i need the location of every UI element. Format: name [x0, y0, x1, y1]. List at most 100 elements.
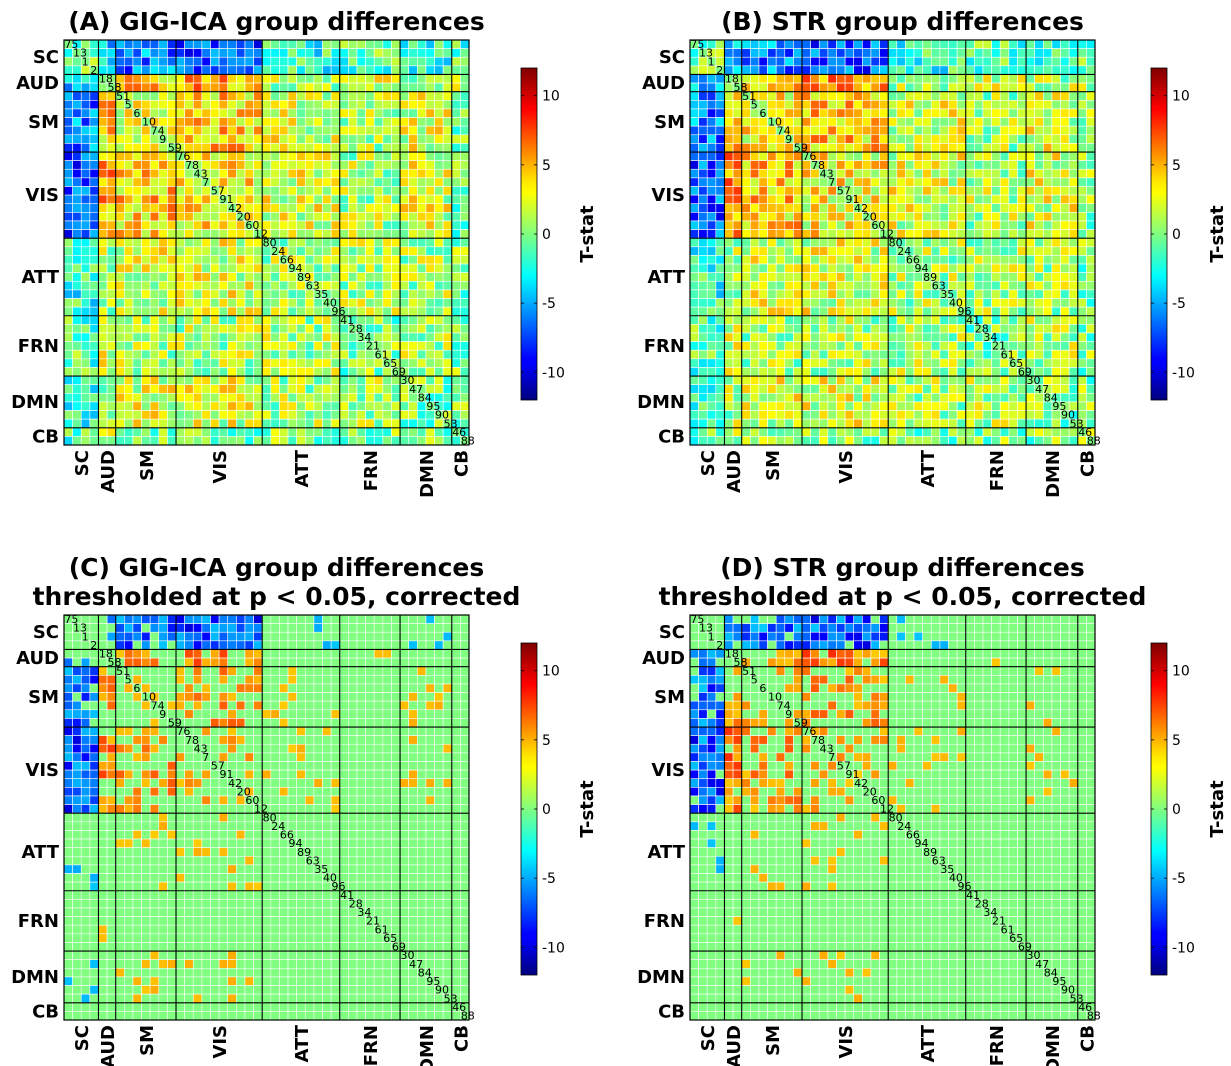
- heatmap-cell: [1077, 298, 1087, 308]
- heatmap-cell: [373, 151, 384, 161]
- heatmap-cell: [715, 177, 725, 187]
- heatmap-cell: [425, 100, 435, 110]
- heatmap-cell: [862, 427, 872, 437]
- heatmap-cell: [1086, 48, 1096, 58]
- heatmap-cell: [115, 349, 125, 360]
- heatmap-cell: [253, 657, 263, 668]
- heatmap-cell: [72, 108, 82, 118]
- heatmap-cell: [210, 125, 220, 136]
- network-label: VIS: [210, 450, 231, 484]
- heatmap-cell: [1051, 263, 1061, 273]
- heatmap-cell: [192, 108, 203, 118]
- heatmap-cell: [1068, 392, 1079, 403]
- heatmap-cell: [930, 367, 941, 377]
- heatmap-cell: [391, 134, 401, 144]
- heatmap-cell: [1060, 324, 1070, 334]
- heatmap-cell: [382, 623, 392, 633]
- heatmap-cell: [689, 401, 699, 411]
- heatmap-cell: [80, 341, 91, 351]
- heatmap-cell: [80, 194, 91, 205]
- heatmap-cell: [991, 220, 1001, 230]
- heatmap-cell: [896, 212, 906, 222]
- heatmap-cell: [132, 332, 142, 342]
- heatmap-cell: [192, 418, 203, 429]
- heatmap-cell: [89, 177, 99, 187]
- heatmap-cell: [80, 203, 91, 213]
- heatmap-cell: [270, 341, 280, 351]
- heatmap-cell: [1017, 48, 1027, 58]
- heatmap-cell: [1025, 229, 1035, 239]
- heatmap-cell: [775, 143, 786, 153]
- heatmap-cell: [939, 220, 949, 230]
- heatmap-cell: [922, 298, 932, 308]
- heatmap-cell: [913, 134, 923, 144]
- heatmap-cell: [870, 298, 880, 308]
- heatmap-cell: [434, 272, 444, 282]
- heatmap-cell: [767, 298, 777, 308]
- heatmap-cell: [425, 657, 435, 668]
- heatmap-cell: [382, 298, 392, 308]
- heatmap-cell: [887, 255, 898, 265]
- heatmap-cell: [956, 117, 967, 127]
- heatmap-cell: [999, 410, 1010, 420]
- heatmap-cell: [965, 401, 975, 411]
- heatmap-cell: [706, 74, 717, 84]
- heatmap-cell: [451, 263, 461, 273]
- heatmap-cell: [784, 168, 794, 179]
- heatmap-cell: [434, 65, 444, 75]
- heatmap-cell: [827, 418, 837, 429]
- heatmap-cell: [1034, 427, 1044, 437]
- heatmap-cell: [991, 65, 1001, 75]
- heatmap-cell: [373, 194, 384, 205]
- heatmap-cell: [750, 324, 760, 334]
- heatmap-cell: [149, 324, 160, 334]
- heatmap-cell: [184, 246, 194, 256]
- heatmap-cell: [750, 177, 760, 187]
- heatmap-cell: [210, 100, 220, 110]
- heatmap-cell: [698, 332, 708, 342]
- heatmap-cell: [330, 39, 341, 49]
- heatmap-cell: [896, 108, 906, 118]
- heatmap-cell: [425, 48, 435, 58]
- heatmap-cell: [218, 117, 229, 127]
- heatmap-cell: [767, 56, 777, 67]
- heatmap-cell: [939, 186, 949, 196]
- heatmap-cell: [261, 177, 272, 187]
- heatmap-cell: [399, 666, 409, 676]
- heatmap-cell: [348, 280, 358, 291]
- heatmap-cell: [210, 168, 220, 179]
- heatmap-cell: [348, 349, 358, 360]
- heatmap-cell: [279, 48, 289, 58]
- heatmap-cell: [750, 289, 760, 299]
- heatmap-cell: [706, 255, 717, 265]
- heatmap-cell: [887, 263, 898, 273]
- heatmap-cell: [279, 666, 289, 676]
- heatmap-cell: [434, 358, 444, 368]
- heatmap-cell: [698, 65, 708, 75]
- heatmap-cell: [287, 289, 297, 299]
- heatmap-cell: [158, 220, 168, 230]
- heatmap-cell: [1086, 298, 1096, 308]
- heatmap-cell: [236, 657, 246, 668]
- heatmap-cell: [750, 151, 760, 161]
- heatmap-cell: [296, 614, 306, 624]
- component-label: 94: [288, 262, 302, 275]
- heatmap-cell: [1017, 280, 1027, 291]
- heatmap-cell: [80, 91, 91, 101]
- heatmap-cell: [270, 143, 280, 153]
- heatmap-cell: [1008, 384, 1018, 394]
- heatmap-cell: [330, 177, 341, 187]
- heatmap-cell: [296, 48, 306, 58]
- heatmap-cell: [167, 255, 177, 265]
- heatmap-cell: [870, 177, 880, 187]
- heatmap-cell: [974, 177, 984, 187]
- heatmap-cell: [356, 108, 366, 118]
- heatmap-cell: [775, 203, 786, 213]
- heatmap-cell: [287, 108, 297, 118]
- heatmap-cell: [1086, 65, 1096, 75]
- heatmap-cell: [201, 298, 211, 308]
- heatmap-cell: [922, 143, 932, 153]
- heatmap-cell: [982, 427, 992, 437]
- heatmap-cell: [253, 272, 263, 282]
- heatmap-cell: [382, 82, 392, 93]
